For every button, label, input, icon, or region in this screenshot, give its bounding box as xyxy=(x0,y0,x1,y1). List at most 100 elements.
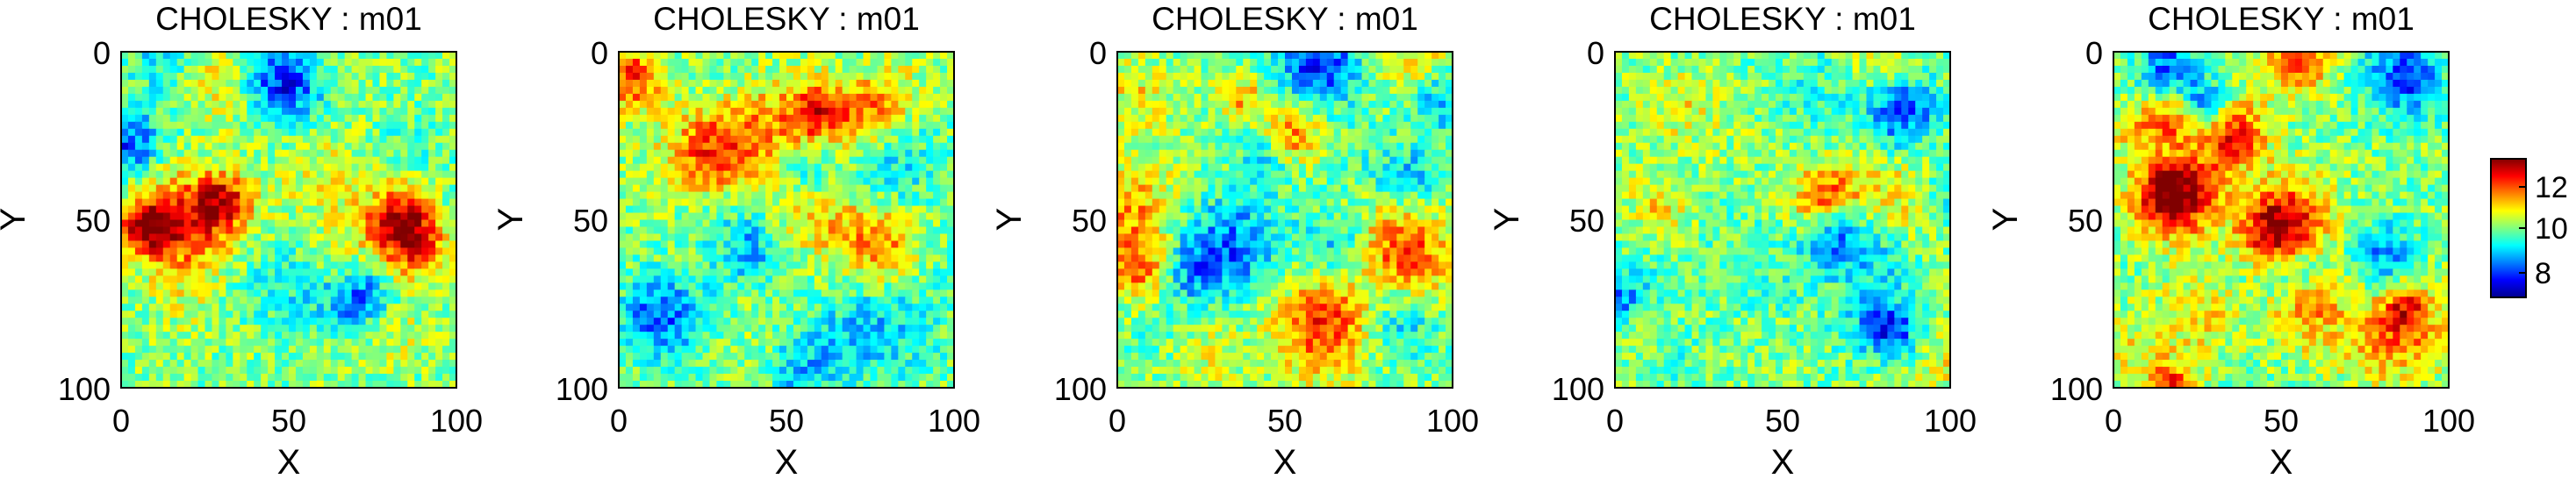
heatmap-cell xyxy=(905,170,913,179)
heatmap-cell xyxy=(870,261,879,269)
heatmap-cell xyxy=(302,219,311,228)
heatmap-cell xyxy=(428,318,436,325)
heatmap-cell xyxy=(330,297,339,304)
heatmap-cell xyxy=(197,268,206,276)
heatmap-cell xyxy=(828,325,836,332)
heatmap-cell xyxy=(1271,58,1279,67)
heatmap-cell xyxy=(744,184,752,193)
heatmap-cell xyxy=(407,360,415,368)
heatmap-cell xyxy=(358,304,367,311)
heatmap-cell xyxy=(261,170,269,179)
heatmap-cell xyxy=(779,353,787,361)
heatmap-cell xyxy=(309,198,318,207)
heatmap-cell xyxy=(1208,79,1216,88)
heatmap-cell xyxy=(625,191,634,200)
heatmap-cell xyxy=(162,198,171,207)
heatmap-cell xyxy=(619,212,627,221)
heatmap-cell xyxy=(282,170,290,179)
heatmap-cell xyxy=(442,121,450,130)
heatmap-cell xyxy=(449,163,457,172)
heatmap-cell xyxy=(197,318,206,325)
heatmap-cell xyxy=(155,240,164,249)
heatmap-cell xyxy=(786,374,794,382)
heatmap-cell xyxy=(639,282,648,290)
heatmap-cell xyxy=(842,254,850,262)
heatmap-cell xyxy=(365,360,374,368)
heatmap-cell xyxy=(127,198,136,207)
heatmap-cell xyxy=(282,72,290,81)
heatmap-cell xyxy=(275,367,283,375)
heatmap-cell xyxy=(282,381,290,389)
heatmap-cell xyxy=(162,219,171,228)
heatmap-cell xyxy=(723,114,731,123)
heatmap-cell xyxy=(849,65,857,74)
heatmap-cell xyxy=(1354,58,1363,67)
heatmap-cell xyxy=(807,346,815,354)
heatmap-cell xyxy=(309,290,318,297)
heatmap-cell xyxy=(674,325,683,332)
heatmap-cell xyxy=(302,107,311,116)
heatmap-cell xyxy=(379,86,388,95)
heatmap-cell xyxy=(148,142,157,151)
heatmap-cell xyxy=(295,240,304,249)
heatmap-cell xyxy=(316,149,325,158)
heatmap-cell xyxy=(772,205,780,214)
heatmap-cell xyxy=(660,374,669,382)
heatmap-cell xyxy=(358,163,367,172)
heatmap-cell xyxy=(674,114,683,123)
heatmap-cell xyxy=(148,100,157,109)
heatmap-cell xyxy=(772,360,780,368)
heatmap-cell xyxy=(205,381,213,389)
heatmap-cell xyxy=(365,311,374,318)
heatmap-cell xyxy=(933,191,941,200)
heatmap-cell xyxy=(709,65,718,74)
heatmap-cell xyxy=(386,72,394,81)
heatmap-cell xyxy=(302,100,311,109)
heatmap-cell xyxy=(316,311,325,318)
heatmap-cell xyxy=(828,226,836,235)
heatmap-cell xyxy=(337,247,346,255)
heatmap-cell xyxy=(1432,52,1439,60)
heatmap-cell xyxy=(268,163,276,172)
heatmap-cell xyxy=(639,332,648,340)
heatmap-cell xyxy=(786,240,794,249)
heatmap-cell xyxy=(821,261,829,269)
heatmap-cell xyxy=(646,170,655,179)
heatmap-cell xyxy=(870,212,879,221)
heatmap-cell xyxy=(898,149,906,158)
heatmap-cell xyxy=(765,374,773,382)
heatmap-cell xyxy=(716,191,724,200)
heatmap-cell xyxy=(814,226,822,235)
heatmap-cell xyxy=(407,212,415,221)
heatmap-cell xyxy=(779,339,787,347)
heatmap-cell xyxy=(275,318,283,325)
heatmap-cell xyxy=(169,268,178,276)
heatmap-cell xyxy=(358,367,367,375)
heatmap-cell xyxy=(1298,93,1307,102)
heatmap-cell xyxy=(870,135,879,144)
heatmap-cell xyxy=(646,290,655,297)
heatmap-cell xyxy=(863,93,872,102)
heatmap-cell xyxy=(905,142,913,151)
heatmap-cell xyxy=(141,128,150,137)
heatmap-cell xyxy=(400,170,408,179)
heatmap-cell xyxy=(219,275,226,283)
heatmap-cell xyxy=(779,107,787,116)
heatmap-cell xyxy=(240,297,248,304)
heatmap-cell xyxy=(653,107,662,116)
heatmap-cell xyxy=(302,93,311,102)
heatmap-cell xyxy=(254,297,262,304)
heatmap-cell xyxy=(205,128,213,137)
heatmap-cell xyxy=(407,226,415,235)
heatmap-cell xyxy=(254,261,262,269)
heatmap-cell xyxy=(870,268,879,276)
heatmap-cell xyxy=(1410,86,1418,95)
heatmap-cell xyxy=(372,261,381,269)
heatmap-cell xyxy=(261,247,269,255)
heatmap-cell xyxy=(919,114,927,123)
heatmap-cell xyxy=(155,339,164,347)
heatmap-cell xyxy=(282,86,290,95)
heatmap-cell xyxy=(800,311,808,318)
heatmap-cell xyxy=(835,261,843,269)
heatmap-cell xyxy=(212,318,220,325)
